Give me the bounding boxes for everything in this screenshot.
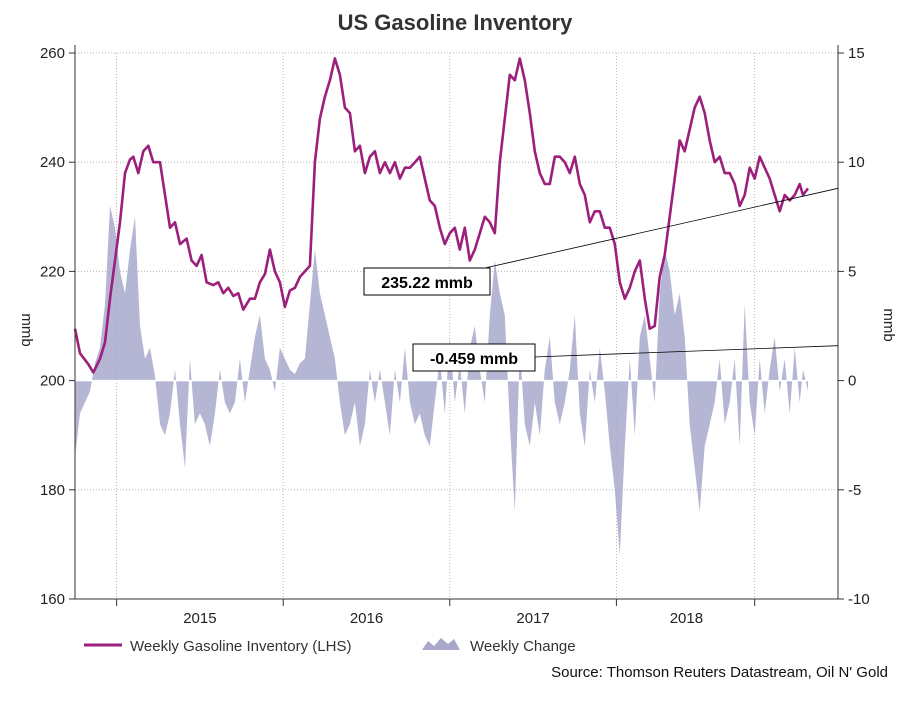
x-tick-label: 2018 — [670, 610, 703, 627]
chart-title: US Gasoline Inventory — [338, 10, 573, 35]
callout-label-inventory: 235.22 mmb — [381, 275, 473, 292]
legend-label-inventory: Weekly Gasoline Inventory (LHS) — [130, 638, 351, 655]
left-tick-label: 260 — [40, 45, 65, 62]
callout-box-inventory — [363, 267, 491, 296]
inventory-line-layer — [73, 57, 810, 374]
left-axis-label: mmb — [18, 313, 35, 346]
right-tick-label: -10 — [848, 591, 870, 608]
x-tick-label: 2015 — [183, 610, 216, 627]
left-tick-label: 200 — [40, 373, 65, 390]
grid-layer — [75, 52, 838, 599]
right-tick-label: 10 — [848, 154, 865, 171]
callout-leader-weekly-change — [533, 345, 839, 358]
series-inventory-line — [73, 57, 810, 374]
left-tick-label: 180 — [40, 482, 65, 499]
right-axis-label: mmb — [880, 308, 897, 341]
source-note: Source: Thomson Reuters Datastream, Oil … — [551, 664, 888, 681]
right-tick-label: 0 — [848, 373, 856, 390]
legend: Weekly Gasoline Inventory (LHS) Weekly C… — [84, 638, 576, 655]
right-tick-label: -5 — [848, 482, 861, 499]
left-tick-label: 240 — [40, 154, 65, 171]
right-tick-label: 5 — [848, 263, 856, 280]
left-tick-label: 160 — [40, 591, 65, 608]
weekly-change-area-layer — [75, 205, 838, 556]
left-tick-label: 220 — [40, 263, 65, 280]
callout-box-weekly-change — [412, 343, 536, 372]
callouts: 235.22 mmb -0.459 mmb — [363, 187, 839, 372]
x-tick-label: 2017 — [516, 610, 549, 627]
plot-frame — [74, 45, 839, 600]
legend-area-swatch — [422, 638, 460, 650]
callout-leader-inventory — [484, 187, 839, 269]
legend-label-weekly-change: Weekly Change — [470, 638, 576, 655]
callout-label-weekly-change: -0.459 mmb — [430, 351, 518, 368]
right-tick-label: 15 — [848, 45, 865, 62]
x-tick-label: 2016 — [350, 610, 383, 627]
axis-ticks: 160 180 200 220 240 260 -10 -5 0 5 10 15 2015 2016 201… — [40, 45, 870, 627]
